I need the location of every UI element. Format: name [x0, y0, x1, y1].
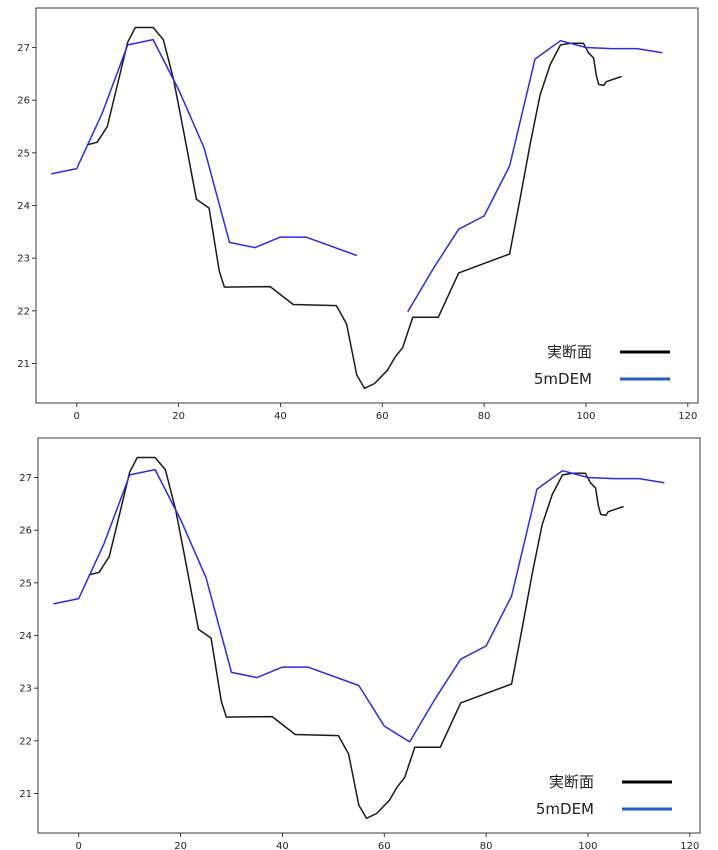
x-tick-label: 60 — [378, 841, 391, 850]
y-tick-label: 22 — [19, 736, 32, 747]
y-tick-label: 25 — [17, 148, 30, 159]
x-tick-label: 100 — [576, 411, 595, 422]
series-line-5mdem-0 — [51, 38, 358, 257]
y-tick-label: 22 — [17, 306, 30, 317]
y-tick-label: 21 — [17, 359, 30, 370]
y-tick-label: 24 — [19, 631, 32, 642]
x-tick-label: 60 — [376, 411, 389, 422]
chart-top: 0 20 40 60 80 100 120 21 22 23 24 25 26 27 実断面 5mDEM — [17, 7, 699, 422]
x-tick-label: 120 — [680, 841, 699, 850]
y-tick-label: 27 — [19, 473, 32, 484]
y-tick-label: 25 — [19, 578, 32, 589]
series-line-actual-section-0 — [86, 26, 622, 390]
x-tick-label: 0 — [76, 841, 82, 850]
legend-label: 実断面 — [549, 773, 594, 791]
x-tick-label: 80 — [478, 411, 491, 422]
plot-frame — [37, 437, 701, 834]
x-tick-label: 120 — [678, 411, 697, 422]
y-tick-label: 21 — [19, 789, 32, 800]
series-line-5mdem-1 — [407, 39, 663, 313]
chart-bottom: 0 20 40 60 80 100 120 21 22 23 24 25 26 27 実断面 5mDEM — [19, 437, 701, 850]
y-tick-label: 27 — [17, 43, 30, 54]
legend-label: 実断面 — [547, 343, 592, 361]
y-tick-label: 23 — [19, 684, 32, 695]
x-tick-label: 20 — [172, 411, 185, 422]
x-tick-label: 40 — [274, 411, 287, 422]
y-tick-label: 26 — [19, 526, 32, 537]
x-tick-label: 100 — [578, 841, 597, 850]
series-line-5mdem-0 — [53, 468, 665, 743]
plot-frame — [35, 7, 699, 404]
legend-label: 5mDEM — [536, 800, 594, 818]
series-line-actual-section-0 — [88, 456, 624, 820]
x-tick-label: 80 — [480, 841, 493, 850]
x-tick-label: 0 — [74, 411, 80, 422]
x-tick-label: 40 — [276, 841, 289, 850]
legend-label: 5mDEM — [534, 370, 592, 388]
y-tick-label: 24 — [17, 201, 30, 212]
x-tick-label: 20 — [174, 841, 187, 850]
y-tick-label: 23 — [17, 254, 30, 265]
y-tick-label: 26 — [17, 96, 30, 107]
